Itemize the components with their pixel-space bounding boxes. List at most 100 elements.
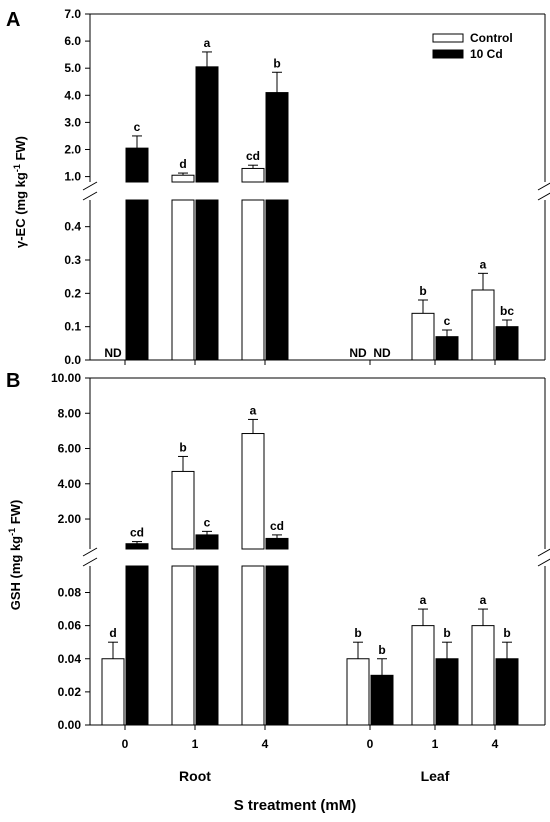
- a-bar-upper-1-1: [195, 66, 219, 183]
- b-bar-upper-1-2: [265, 537, 289, 550]
- x-tick-3: 0: [367, 737, 374, 751]
- b-y-tick-label-lower-2: 0.04: [58, 652, 82, 666]
- b-letter-1-4: b: [443, 626, 450, 640]
- panel-b-letter: B: [6, 370, 20, 392]
- a-letter-1-4: c: [444, 314, 451, 328]
- b-letter-1-0: cd: [130, 526, 144, 540]
- b-y-tick-label-upper-4: 10.00: [51, 371, 81, 385]
- a-bar-upper-1-0: [125, 147, 149, 183]
- x-tick-1: 1: [192, 737, 199, 751]
- a-y-tick-label-lower-1: 0.1: [64, 320, 81, 334]
- b-y-tick-label-lower-3: 0.06: [58, 619, 82, 633]
- a-break-mark-0-b: [82, 191, 98, 201]
- a-y-tick-label-upper-0: 1.0: [64, 170, 81, 184]
- group-label-root: Root: [179, 768, 211, 784]
- group-label-leaf: Leaf: [421, 768, 450, 784]
- a-bar-1-4: [435, 336, 459, 361]
- panel-a-letter: A: [6, 9, 20, 31]
- b-bar-0-5: [471, 625, 495, 726]
- a-bar-lower-0-2: [241, 199, 265, 361]
- a-bar-1-5: [495, 326, 519, 361]
- b-y-tick-label-upper-0: 2.00: [58, 512, 82, 526]
- a-y-tick-label-upper-3: 4.0: [64, 88, 81, 102]
- a-break-mark-1-b: [537, 192, 550, 201]
- a-letter-1-3: ND: [373, 346, 391, 360]
- a-y-tick-label-lower-0: 0.0: [64, 353, 81, 367]
- x-tick-0: 0: [122, 737, 129, 751]
- b-y-tick-label-upper-1: 4.00: [58, 477, 82, 491]
- panel-b-ylabel: GSH (mg kg-1 FW): [7, 500, 23, 611]
- panel-a-ylabel: γ-EC (mg kg-1 FW): [12, 136, 28, 248]
- a-y-tick-label-lower-2: 0.2: [64, 286, 81, 300]
- x-tick-2: 4: [262, 737, 269, 751]
- b-letter-0-1: b: [179, 440, 186, 454]
- panel-a: A γ-EC (mg kg-1 FW) 0.0 0.1 0.2 0.3 0.4 1.0 2.…: [6, 7, 550, 367]
- panel-b: B GSH (mg kg-1 FW) 0.00 0.02 0.04 0.06 0.08 2…: [6, 370, 550, 732]
- legend-swatch-cd: [432, 49, 464, 59]
- legend-swatch-control: [432, 33, 464, 43]
- x-axis-title: S treatment (mM): [234, 797, 357, 814]
- b-bar-upper-1-0: [125, 543, 149, 550]
- a-y-tick-label-upper-4: 5.0: [64, 61, 81, 75]
- b-letter-0-0: d: [109, 626, 116, 640]
- b-y-tick-label-upper-3: 8.00: [58, 406, 82, 420]
- b-bar-upper-0-2: [241, 433, 265, 550]
- b-letter-0-5: a: [480, 593, 487, 607]
- b-y-tick-label-lower-4: 0.08: [58, 586, 82, 600]
- a-break-mark-0-a: [82, 181, 98, 191]
- a-bar-lower-1-1: [195, 199, 219, 361]
- a-letter-0-3: ND: [349, 346, 367, 360]
- b-bar-upper-0-1: [171, 470, 195, 550]
- a-letter-1-2: b: [273, 56, 280, 70]
- a-bar-lower-0-1: [171, 199, 195, 361]
- x-tick-4: 1: [432, 737, 439, 751]
- a-y-tick-label-upper-6: 7.0: [64, 7, 81, 21]
- a-letter-0-0: ND: [104, 346, 122, 360]
- a-y-tick-label-upper-5: 6.0: [64, 34, 81, 48]
- x-axis-labels: 0 1 4 0 1 4 Root Leaf S treatment (mM): [122, 737, 499, 814]
- a-letter-0-2: cd: [246, 149, 260, 163]
- a-y-tick-label-lower-4: 0.4: [64, 220, 81, 234]
- a-y-tick-label-lower-3: 0.3: [64, 253, 81, 267]
- b-bar-lower-0-2: [241, 565, 265, 726]
- b-bar-1-3: [370, 674, 394, 726]
- b-bar-lower-1-1: [195, 565, 219, 726]
- a-letter-0-1: d: [179, 157, 186, 171]
- b-bar-upper-1-1: [195, 534, 219, 550]
- a-break-mark-1-a: [537, 182, 550, 191]
- a-bar-0-5: [471, 289, 495, 361]
- b-letter-0-4: a: [420, 593, 427, 607]
- b-bar-0-0: [101, 658, 125, 726]
- b-letter-1-2: cd: [270, 519, 284, 533]
- b-y-tick-label-upper-2: 6.00: [58, 442, 82, 456]
- a-bar-0-4: [411, 312, 435, 361]
- b-bar-0-4: [411, 625, 435, 726]
- b-letter-0-3: b: [354, 626, 361, 640]
- a-letter-0-5: a: [480, 257, 487, 271]
- a-bar-upper-0-1: [171, 174, 195, 183]
- b-bar-0-3: [346, 658, 370, 726]
- b-letter-1-5: b: [503, 626, 510, 640]
- b-break-mark-1-a: [537, 548, 550, 557]
- b-y-tick-label-lower-0: 0.00: [58, 718, 82, 732]
- b-break-mark-0-b: [82, 557, 98, 567]
- x-tick-5: 4: [492, 737, 499, 751]
- a-bar-upper-1-2: [265, 92, 289, 183]
- b-bar-lower-1-0: [125, 565, 149, 726]
- a-bar-upper-0-2: [241, 167, 265, 183]
- b-y-tick-label-lower-1: 0.02: [58, 685, 82, 699]
- b-break-mark-0-a: [82, 547, 98, 557]
- legend-label-cd: 10 Cd: [470, 47, 503, 61]
- a-letter-1-1: a: [204, 36, 211, 50]
- b-letter-1-3: b: [378, 643, 385, 657]
- b-bar-lower-1-2: [265, 565, 289, 726]
- a-bar-lower-1-2: [265, 199, 289, 361]
- a-y-tick-label-upper-2: 3.0: [64, 115, 81, 129]
- b-letter-0-2: a: [250, 403, 257, 417]
- b-bar-lower-0-1: [171, 565, 195, 726]
- a-y-tick-label-upper-1: 2.0: [64, 142, 81, 156]
- a-bar-lower-1-0: [125, 199, 149, 361]
- legend-label-control: Control: [470, 31, 513, 45]
- legend: Control 10 Cd: [432, 31, 513, 61]
